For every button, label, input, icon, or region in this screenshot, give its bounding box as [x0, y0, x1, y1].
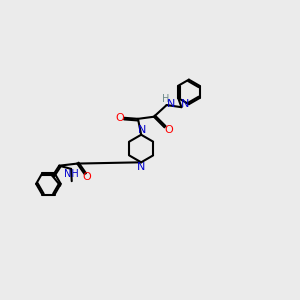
Text: N: N: [167, 100, 176, 110]
Text: N: N: [136, 162, 145, 172]
Text: O: O: [164, 125, 173, 135]
Text: N: N: [181, 99, 189, 109]
Text: O: O: [82, 172, 91, 182]
Text: H: H: [162, 94, 169, 104]
Text: NH: NH: [64, 169, 79, 178]
Text: O: O: [116, 113, 124, 123]
Text: N: N: [138, 125, 146, 135]
